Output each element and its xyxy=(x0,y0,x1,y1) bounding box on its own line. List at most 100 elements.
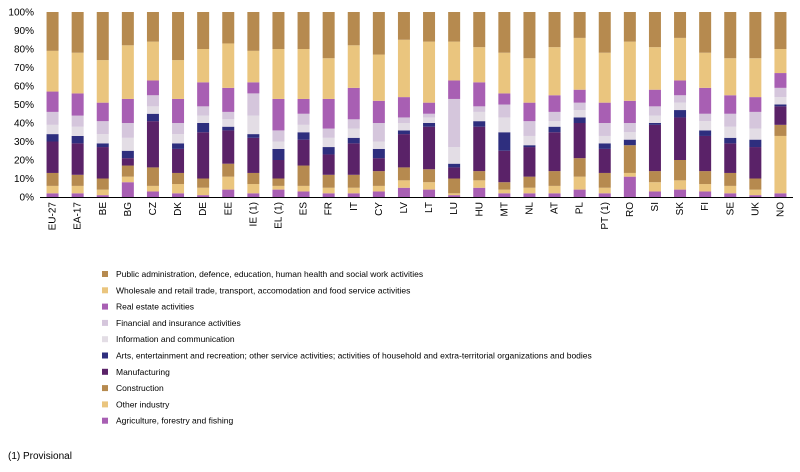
bar-segment xyxy=(724,137,737,144)
bar-segment xyxy=(172,134,185,144)
legend-swatch xyxy=(102,417,108,424)
bar-segment xyxy=(297,139,310,166)
bar-segment xyxy=(347,87,360,120)
bar-segment xyxy=(473,106,486,112)
bar-segment xyxy=(523,187,536,194)
bar-segment xyxy=(623,123,636,133)
bar-segment xyxy=(423,102,436,114)
bar-segment xyxy=(598,123,611,136)
bar-segment xyxy=(347,187,360,194)
bar-segment xyxy=(121,98,134,123)
bar-segment xyxy=(247,12,260,51)
bar-segment xyxy=(247,137,260,173)
bar-segment xyxy=(272,160,285,179)
bar-segment xyxy=(423,113,436,118)
legend-swatch xyxy=(102,368,108,375)
x-tick-label: EA-17 xyxy=(73,202,84,230)
bar-segment xyxy=(397,97,410,118)
bar-segment xyxy=(724,95,737,114)
bar-segment xyxy=(448,80,461,99)
y-tick-label: 80% xyxy=(14,45,34,56)
bar-segment xyxy=(498,189,511,194)
x-tick-label: BG xyxy=(123,202,134,217)
bar-segment xyxy=(197,195,210,197)
bar-segment xyxy=(724,58,737,96)
bar-segment xyxy=(347,45,360,88)
x-tick-label: MT xyxy=(499,202,510,216)
bar-segment xyxy=(247,50,260,83)
bar-segment xyxy=(648,191,661,197)
bar-segment xyxy=(172,172,185,185)
bar-segment xyxy=(699,171,712,185)
x-tick-label: SE xyxy=(725,202,736,216)
bar-segment xyxy=(397,12,410,40)
x-tick-label: CY xyxy=(374,202,385,216)
bar-segment xyxy=(423,123,436,127)
bar-segment xyxy=(448,41,461,81)
bar-segment xyxy=(724,12,737,59)
bar-segment xyxy=(71,93,84,116)
bar-segment xyxy=(121,123,134,138)
bar-segment xyxy=(749,97,762,112)
bar-segment xyxy=(146,41,159,81)
x-tick-label: LT xyxy=(424,202,435,213)
legend-swatch xyxy=(102,336,108,343)
bar-segment xyxy=(397,134,410,168)
bar-segment xyxy=(448,12,461,42)
y-tick-label: 70% xyxy=(14,63,34,74)
bar-segment xyxy=(96,121,109,135)
legend-label: Information and communication xyxy=(116,334,235,344)
bar-segment xyxy=(699,52,712,88)
plot-area xyxy=(40,12,793,198)
bar-segment xyxy=(322,193,335,197)
bar-segment xyxy=(71,174,84,186)
bar-segment xyxy=(197,115,210,123)
bar-segment xyxy=(473,82,486,107)
bar-segment xyxy=(146,167,159,186)
bar-segment xyxy=(423,169,436,183)
bar-segment xyxy=(347,119,360,129)
bar-segment xyxy=(548,126,561,133)
bar-segment xyxy=(573,158,586,177)
bar-segment xyxy=(749,58,762,98)
bar-segment xyxy=(222,130,235,164)
bar-segment xyxy=(46,50,59,92)
bar-segment xyxy=(272,141,285,149)
bar-segment xyxy=(322,147,335,155)
x-tick-label: AT xyxy=(550,202,561,214)
bar-segment xyxy=(648,47,661,90)
bar-segment xyxy=(247,134,260,138)
bar-segment xyxy=(548,12,561,48)
bar-segment xyxy=(222,176,235,190)
bar-segment xyxy=(197,49,210,83)
bar-segment xyxy=(448,195,461,197)
bar-segment xyxy=(222,87,235,112)
bar-segment xyxy=(648,182,661,192)
bar-segment xyxy=(297,165,310,186)
x-tick-label: SK xyxy=(675,202,686,216)
bar-segment xyxy=(247,172,260,185)
bar-segment xyxy=(674,117,687,160)
bar-segment xyxy=(372,141,385,149)
bar-segment xyxy=(724,193,737,197)
y-tick-label: 50% xyxy=(14,100,34,111)
bar-segment xyxy=(448,167,461,179)
x-tick-label: NO xyxy=(775,202,786,217)
bar-segment xyxy=(146,12,159,42)
bar-segment xyxy=(598,193,611,197)
bar-segment xyxy=(423,182,436,190)
bar-segment xyxy=(498,117,511,133)
bar-segment xyxy=(699,121,712,131)
bar-segment xyxy=(573,102,586,111)
bar-segment xyxy=(674,95,687,103)
bar-segment xyxy=(774,49,787,74)
bar-segment xyxy=(272,49,285,99)
legend-label: Public administration, defence, educatio… xyxy=(116,269,423,279)
legend-label: Arts, entertainment and recreation; othe… xyxy=(116,351,592,361)
bar-segment xyxy=(498,182,511,190)
bar-segment xyxy=(774,135,787,194)
bar-segment xyxy=(397,117,410,123)
x-tick-label: DK xyxy=(173,202,184,216)
bar-segment xyxy=(573,37,586,90)
bar-segment xyxy=(473,111,486,122)
